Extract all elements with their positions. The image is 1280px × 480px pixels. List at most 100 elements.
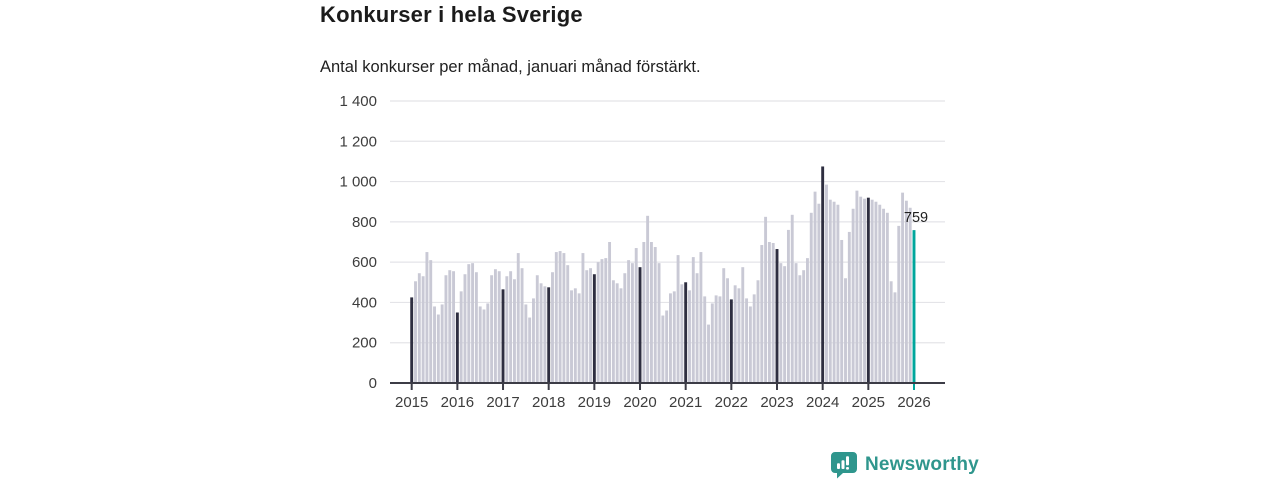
x-tick-label-2019: 2019 bbox=[578, 394, 611, 411]
bar-2016-08 bbox=[482, 309, 486, 383]
bar-2017-05 bbox=[516, 253, 520, 383]
bar-2015-09 bbox=[440, 304, 444, 383]
bar-2025-07 bbox=[889, 281, 893, 383]
bar-2020-12 bbox=[680, 284, 684, 383]
bar-2024-09 bbox=[851, 208, 855, 383]
bar-2015-01 bbox=[410, 297, 414, 383]
bar-2023-03 bbox=[783, 266, 787, 383]
bar-2020-09 bbox=[669, 293, 672, 383]
brand-name: Newsworthy bbox=[865, 454, 979, 475]
bar-2021-06 bbox=[703, 296, 707, 383]
bar-2026-01 bbox=[912, 230, 916, 384]
bar-2025-12 bbox=[908, 207, 912, 383]
bar-2021-12 bbox=[726, 278, 729, 383]
bar-2021-10 bbox=[718, 296, 722, 383]
y-tick-label-1400: 1 400 bbox=[339, 93, 377, 110]
bar-2016-05 bbox=[471, 263, 475, 383]
bar-2025-03 bbox=[874, 201, 878, 383]
bar-2023-11 bbox=[813, 191, 817, 383]
bar-2016-02 bbox=[459, 291, 463, 383]
bar-2020-03 bbox=[646, 215, 650, 383]
bar-2017-11 bbox=[539, 283, 543, 383]
latest-value-label: 759 bbox=[904, 210, 928, 226]
bar-2020-11 bbox=[676, 255, 680, 383]
bar-2025-11 bbox=[904, 200, 908, 383]
bar-2022-02 bbox=[733, 285, 737, 383]
y-tick-label-600: 600 bbox=[352, 254, 377, 271]
bar-2025-10 bbox=[901, 192, 905, 383]
bar-2016-01 bbox=[455, 312, 459, 383]
bar-2017-09 bbox=[532, 298, 535, 383]
bar-2018-06 bbox=[566, 265, 570, 383]
bar-2022-12 bbox=[771, 243, 775, 383]
bar-2023-09 bbox=[806, 258, 809, 383]
bar-2023-04 bbox=[786, 229, 790, 383]
bar-2015-08 bbox=[436, 314, 440, 383]
bar-2023-06 bbox=[794, 263, 798, 383]
x-tick-label-2024: 2024 bbox=[806, 394, 839, 411]
x-tick-label-2016: 2016 bbox=[441, 394, 474, 411]
bar-2018-11 bbox=[585, 270, 589, 383]
bar-2021-01 bbox=[684, 282, 688, 383]
bar-2017-04 bbox=[512, 279, 516, 383]
bar-2023-02 bbox=[779, 263, 783, 383]
bar-2024-10 bbox=[855, 190, 859, 383]
bar-2019-06 bbox=[611, 280, 615, 383]
bar-2024-06 bbox=[840, 239, 844, 383]
bar-2017-10 bbox=[535, 275, 539, 383]
bar-2024-11 bbox=[859, 196, 863, 383]
bar-2020-10 bbox=[672, 291, 676, 383]
bar-2024-12 bbox=[863, 198, 866, 383]
bar-2022-08 bbox=[756, 280, 760, 383]
bar-2023-07 bbox=[798, 275, 802, 383]
bar-2016-12 bbox=[497, 271, 501, 383]
bar-2020-04 bbox=[649, 242, 653, 383]
bar-2024-07 bbox=[844, 278, 847, 383]
bar-2019-07 bbox=[615, 283, 619, 383]
chart-subtitle: Antal konkurser per månad, januari månad… bbox=[320, 58, 701, 76]
bar-2021-09 bbox=[714, 295, 718, 383]
y-tick-label-0: 0 bbox=[369, 375, 377, 392]
bar-2025-06 bbox=[885, 212, 889, 383]
bar-2018-04 bbox=[558, 251, 562, 383]
bar-2019-08 bbox=[619, 288, 623, 383]
y-tick-label-1000: 1 000 bbox=[339, 174, 377, 191]
bar-2018-02 bbox=[551, 272, 554, 383]
x-tick-label-2022: 2022 bbox=[715, 394, 748, 411]
y-tick-label-1200: 1 200 bbox=[339, 133, 377, 150]
bar-2018-08 bbox=[573, 288, 577, 383]
bar-2020-01 bbox=[638, 267, 642, 383]
bar-2023-01 bbox=[775, 249, 779, 383]
bar-2015-10 bbox=[444, 275, 448, 383]
bar-2017-12 bbox=[543, 286, 547, 383]
bar-2015-07 bbox=[433, 306, 436, 383]
bar-2024-01 bbox=[821, 166, 825, 383]
x-tick-label-2017: 2017 bbox=[486, 394, 519, 411]
bar-2015-11 bbox=[448, 270, 452, 383]
bar-2019-11 bbox=[630, 263, 634, 383]
bar-2024-05 bbox=[836, 204, 840, 383]
bar-2017-01 bbox=[501, 289, 505, 383]
y-tick-label-400: 400 bbox=[352, 294, 377, 311]
bar-2021-02 bbox=[688, 290, 691, 383]
x-tick-label-2023: 2023 bbox=[760, 394, 793, 411]
bar-2017-07 bbox=[524, 304, 528, 383]
bar-2023-05 bbox=[790, 214, 794, 383]
bar-2015-04 bbox=[421, 276, 425, 383]
bar-2025-09 bbox=[897, 225, 901, 383]
bar-2024-04 bbox=[832, 201, 836, 383]
newsworthy-branding: Newsworthy bbox=[830, 451, 979, 479]
bar-2023-08 bbox=[802, 270, 806, 383]
x-tick-label-2015: 2015 bbox=[395, 394, 428, 411]
bar-2022-01 bbox=[729, 299, 733, 383]
bar-2022-04 bbox=[741, 267, 745, 383]
bar-2022-05 bbox=[745, 298, 749, 383]
bar-2022-09 bbox=[760, 245, 764, 383]
bar-2019-02 bbox=[596, 262, 600, 383]
bar-2016-11 bbox=[493, 269, 497, 383]
bar-2015-12 bbox=[452, 271, 456, 383]
bar-2021-05 bbox=[699, 252, 703, 383]
x-tick-label-2021: 2021 bbox=[669, 394, 702, 411]
bar-2015-06 bbox=[429, 260, 433, 383]
